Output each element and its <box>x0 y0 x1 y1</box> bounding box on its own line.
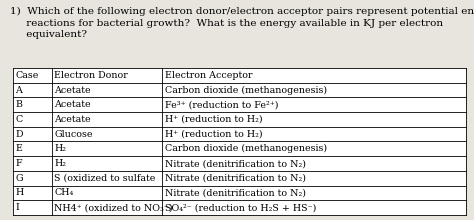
Text: H: H <box>16 189 24 197</box>
Text: E: E <box>16 144 22 153</box>
Text: Nitrate (denitrification to N₂): Nitrate (denitrification to N₂) <box>165 189 306 197</box>
Text: H₂: H₂ <box>54 159 66 168</box>
Text: Carbon dioxide (methanogenesis): Carbon dioxide (methanogenesis) <box>165 86 327 95</box>
Text: H⁺ (reduction to H₂): H⁺ (reduction to H₂) <box>165 130 263 139</box>
Text: Carbon dioxide (methanogenesis): Carbon dioxide (methanogenesis) <box>165 144 327 153</box>
Bar <box>13 68 466 215</box>
Text: G: G <box>16 174 23 183</box>
Text: reactions for bacterial growth?  What is the energy available in KJ per electron: reactions for bacterial growth? What is … <box>10 19 443 28</box>
Text: equivalent?: equivalent? <box>10 30 87 39</box>
Text: Electron Acceptor: Electron Acceptor <box>165 71 253 80</box>
Text: D: D <box>16 130 23 139</box>
Text: B: B <box>16 100 22 109</box>
Text: A: A <box>16 86 22 95</box>
Text: H₂: H₂ <box>54 144 66 153</box>
Text: Nitrate (denitrification to N₂): Nitrate (denitrification to N₂) <box>165 159 306 168</box>
Text: I: I <box>16 203 19 212</box>
Text: CH₄: CH₄ <box>54 189 73 197</box>
Text: Electron Donor: Electron Donor <box>54 71 128 80</box>
Text: H⁺ (reduction to H₂): H⁺ (reduction to H₂) <box>165 115 263 124</box>
Text: Acetate: Acetate <box>54 100 91 109</box>
Text: Glucose: Glucose <box>54 130 92 139</box>
Text: C: C <box>16 115 23 124</box>
Text: 1)  Which of the following electron donor/electron acceptor pairs represent pote: 1) Which of the following electron donor… <box>10 7 474 16</box>
Text: NH4⁺ (oxidized to NO₃⁻): NH4⁺ (oxidized to NO₃⁻) <box>54 203 173 212</box>
Text: Acetate: Acetate <box>54 86 91 95</box>
Text: SO₄²⁻ (reduction to H₂S + HS⁻): SO₄²⁻ (reduction to H₂S + HS⁻) <box>165 203 316 212</box>
Text: S (oxidized to sulfate: S (oxidized to sulfate <box>54 174 155 183</box>
Text: Case: Case <box>16 71 39 80</box>
Text: F: F <box>16 159 22 168</box>
Text: Fe³⁺ (reduction to Fe²⁺): Fe³⁺ (reduction to Fe²⁺) <box>165 100 279 109</box>
Text: Nitrate (denitrification to N₂): Nitrate (denitrification to N₂) <box>165 174 306 183</box>
Text: Acetate: Acetate <box>54 115 91 124</box>
